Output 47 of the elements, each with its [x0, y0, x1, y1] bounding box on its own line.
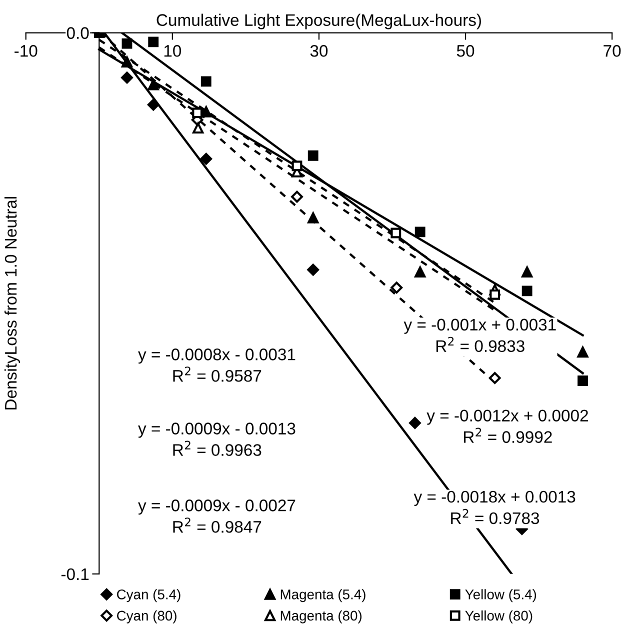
point [200, 76, 212, 87]
annotation: y = -0.0018x + 0.0013 R$^{2}$ = 0.9783 [414, 490, 576, 524]
legend-label: Cyan (80) [117, 610, 176, 624]
point [414, 226, 426, 238]
annotation: y = -0.0009x - 0.0013 R$^{2}$ = 0.9963 [138, 422, 296, 456]
point [147, 98, 160, 111]
point [578, 376, 588, 386]
point [522, 286, 532, 296]
x-axis-title: Cumulative Light Exposure(MegaLux-hours) [156, 14, 481, 30]
point [192, 122, 204, 134]
x-tick-label: -10 [14, 45, 38, 57]
annotation: y = -0.0009x - 0.0027 R$^{2}$ = 0.9847 [138, 500, 296, 533]
x-tick-label: 70 [604, 45, 621, 57]
point [148, 36, 159, 48]
point [390, 282, 403, 294]
x-tick-label: 50 [456, 45, 474, 57]
legend-label: Yellow (5.4) [465, 589, 536, 602]
point [307, 264, 320, 276]
point [192, 108, 203, 118]
legend-label: Magenta (80) [280, 610, 362, 624]
x-tick-label: 10 [164, 45, 182, 57]
point [577, 346, 588, 358]
point [148, 79, 159, 90]
legend-label: Magenta (5.4) [280, 589, 366, 602]
point [308, 150, 318, 161]
y-axis-title: DensityLoss from 1.0 Neutral [4, 197, 20, 410]
point [121, 72, 133, 84]
point [390, 228, 402, 238]
y-tick-label: -0.1 [61, 568, 89, 580]
point [522, 266, 533, 278]
point [308, 212, 319, 224]
point [490, 289, 500, 300]
legend-label: Yellow (80) [465, 610, 532, 624]
annotation: y = -0.0008x - 0.0031 R$^{2}$ = 0.9587 [138, 348, 296, 382]
legend-label: Cyan (5.4) [117, 589, 180, 602]
annotation: y = -0.001x + 0.0031 R$^{2}$ = 0.9833 [404, 318, 556, 352]
point [121, 56, 133, 68]
point [292, 160, 302, 172]
x-tick-label: 30 [310, 45, 328, 57]
y-tick-label: 0.0 [66, 27, 89, 39]
point [409, 416, 421, 429]
point [200, 152, 212, 165]
point [414, 266, 426, 278]
point [488, 372, 501, 384]
annotation: y = -0.0012x + 0.0002 R$^{2}$ = 0.9992 [426, 410, 588, 443]
point [122, 38, 132, 49]
point [291, 190, 303, 203]
